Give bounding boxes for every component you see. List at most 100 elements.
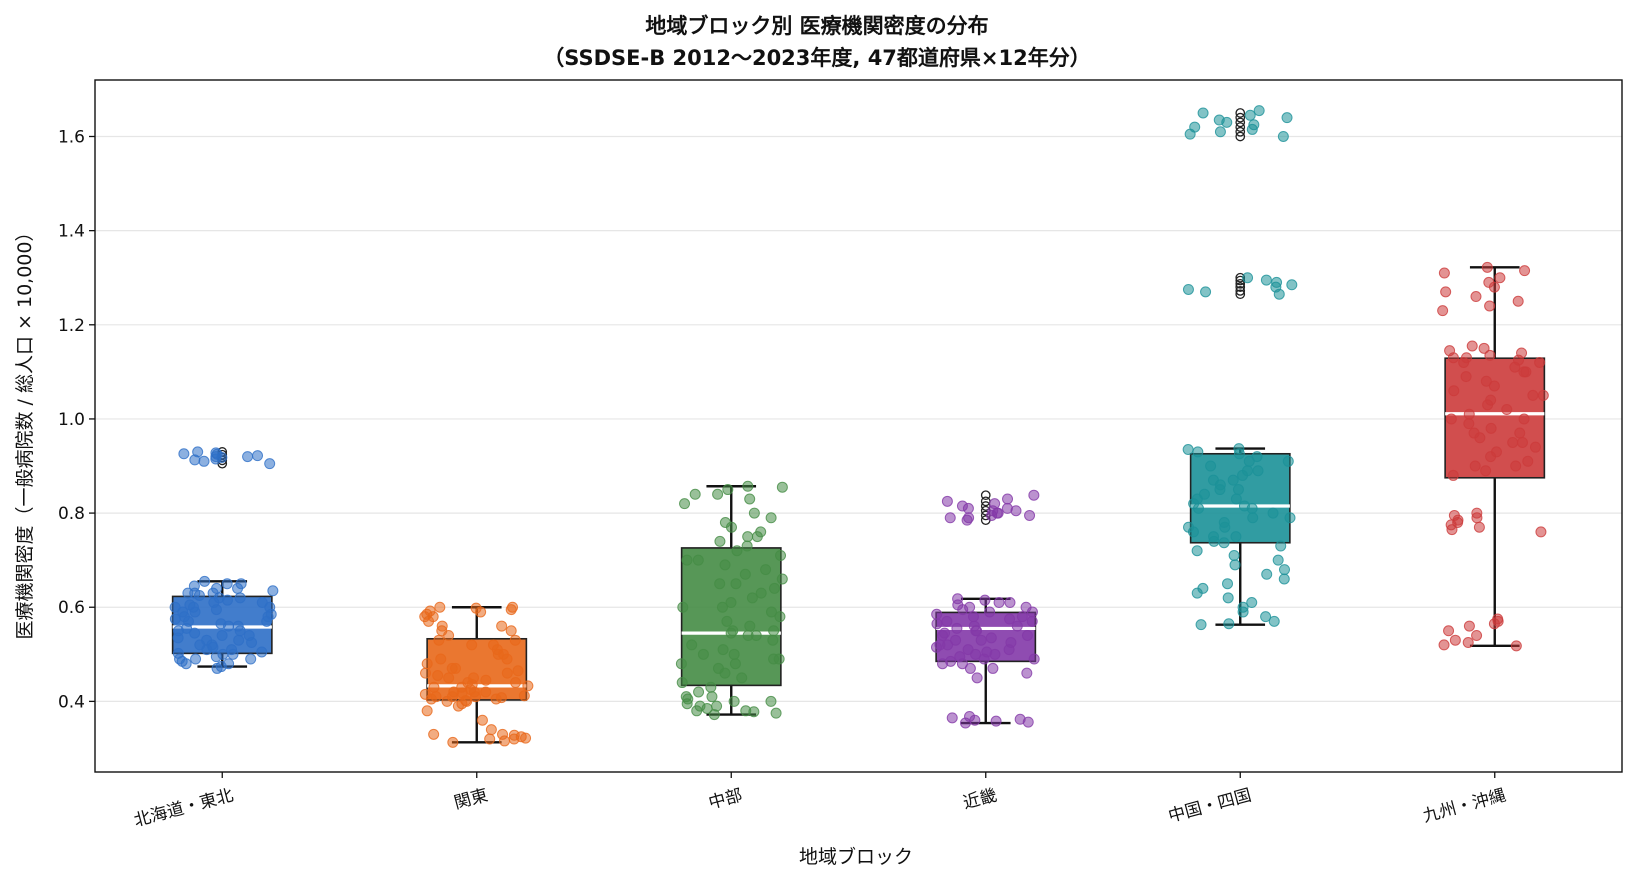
data-point xyxy=(1473,521,1485,533)
data-point xyxy=(501,667,513,679)
data-point xyxy=(987,662,999,674)
data-point xyxy=(1228,549,1240,561)
data-point xyxy=(485,724,497,736)
data-point xyxy=(755,587,767,599)
data-point xyxy=(990,715,1002,727)
data-point xyxy=(1527,389,1539,401)
data-point xyxy=(1191,545,1203,557)
data-point xyxy=(436,625,448,637)
data-point xyxy=(1237,601,1249,613)
data-point xyxy=(243,629,255,641)
data-point xyxy=(1471,507,1483,519)
y-grid xyxy=(95,135,1622,702)
data-point xyxy=(1282,455,1294,467)
data-point xyxy=(1238,500,1250,512)
data-point xyxy=(740,705,752,717)
data-point xyxy=(984,606,996,618)
data-point xyxy=(1247,512,1259,524)
data-point xyxy=(227,648,239,660)
data-point xyxy=(1492,613,1504,625)
data-point xyxy=(1516,436,1528,448)
data-point xyxy=(1483,276,1495,288)
data-point xyxy=(765,695,777,707)
data-point xyxy=(1207,474,1219,486)
axes-layer: 0.4 0.6 0.8 1.0 1.2 1.4 1.6 北海道・東北 関東 中部 近畿 中国・四国 九州… xyxy=(58,79,1623,832)
x-tick-label: 北海道・東北 xyxy=(132,786,236,832)
data-point xyxy=(487,639,499,651)
data-point xyxy=(510,677,522,689)
data-point xyxy=(189,587,201,599)
data-point xyxy=(1230,531,1242,543)
data-point xyxy=(484,733,496,745)
data-point xyxy=(1011,620,1023,632)
data-point xyxy=(434,601,446,613)
data-point xyxy=(944,512,956,524)
data-point xyxy=(1481,261,1493,273)
data-point xyxy=(736,672,748,684)
data-point xyxy=(1438,267,1450,279)
data-point xyxy=(950,634,962,646)
data-point xyxy=(971,625,983,637)
data-point xyxy=(979,594,991,606)
data-point xyxy=(206,639,218,651)
data-point xyxy=(1191,493,1203,505)
data-point xyxy=(466,639,478,651)
data-point xyxy=(223,658,235,670)
data-point xyxy=(198,455,210,467)
data-point xyxy=(252,450,264,462)
data-point xyxy=(1512,295,1524,307)
outlier-marker xyxy=(1235,117,1246,128)
data-point xyxy=(507,601,519,613)
data-point xyxy=(1501,404,1513,416)
data-point xyxy=(480,674,492,686)
x-tick-label: 近畿 xyxy=(961,786,999,814)
data-point xyxy=(1197,582,1209,594)
data-point xyxy=(730,578,742,590)
data-point xyxy=(1267,507,1279,519)
data-point xyxy=(1251,451,1263,463)
outlier-marker xyxy=(1235,126,1246,137)
data-point xyxy=(689,488,701,500)
data-point xyxy=(971,672,983,684)
data-point xyxy=(722,484,734,496)
data-point xyxy=(1510,640,1522,652)
data-point xyxy=(1448,509,1460,521)
data-point xyxy=(1520,366,1532,378)
data-point xyxy=(1252,465,1264,477)
data-point xyxy=(1278,564,1290,576)
y-tick-label: 0.4 xyxy=(58,692,85,712)
data-point xyxy=(941,495,953,507)
data-point xyxy=(242,451,254,463)
data-point xyxy=(931,608,943,620)
outlier-marker xyxy=(1235,122,1246,132)
data-point xyxy=(1514,427,1526,439)
data-point xyxy=(1534,356,1546,368)
data-point xyxy=(1214,484,1226,496)
data-point xyxy=(1028,489,1040,501)
outlier-marker xyxy=(1235,282,1246,292)
data-point xyxy=(522,680,534,692)
data-point xyxy=(443,672,455,684)
data-point xyxy=(1484,300,1496,312)
data-point xyxy=(742,531,754,543)
data-point xyxy=(470,602,482,614)
y-tick-label: 0.6 xyxy=(58,598,85,618)
data-point xyxy=(739,568,751,580)
data-point xyxy=(1208,531,1220,543)
outlier-marker xyxy=(1235,289,1246,300)
data-point xyxy=(421,658,433,670)
data-point xyxy=(1278,573,1290,585)
data-point xyxy=(1026,606,1038,618)
data-point xyxy=(1241,465,1253,477)
data-point xyxy=(476,714,488,726)
data-point xyxy=(245,653,257,665)
data-point xyxy=(1535,526,1547,538)
data-point xyxy=(741,540,753,552)
data-point xyxy=(1004,597,1016,609)
data-point xyxy=(1488,380,1500,392)
data-point xyxy=(1197,107,1209,119)
data-point xyxy=(428,728,440,740)
data-point xyxy=(1183,521,1195,533)
data-point xyxy=(495,692,507,704)
data-point xyxy=(420,667,432,679)
